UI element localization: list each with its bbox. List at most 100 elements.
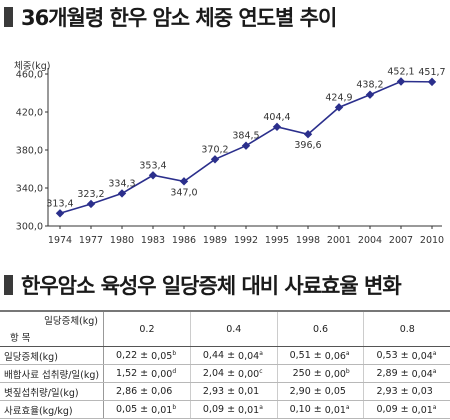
weight-line-chart: 300,0 340,0 380,0 420,0 460,0 1974 1977 1980 198… [16,67,446,246]
sd-value: 0,04 [238,350,260,362]
feed-efficiency-table: 일당증체(kg) 항 목 0.2 0.4 0.6 0.8 일당증체(kg) 0,22 ±0,05… [0,310,450,419]
cell-pm: ± [398,400,411,419]
cell-mean: 1,52 [103,364,139,383]
column-header: 0.4 [189,310,278,347]
cell-sd: 0,01b [150,400,191,419]
data-point [86,199,96,209]
section-marker [4,275,13,295]
x-tick-label: 1989 [203,235,227,246]
y-tick-label: 340,0 [16,184,43,195]
cell-mean: 0,22 [103,346,139,365]
y-tick-label: 460,0 [16,70,43,81]
sd-value: 0,00 [324,368,346,380]
row-label: 볏짚섭취량/일(kg) [0,382,104,401]
cell-mean: 2,86 [103,382,139,401]
cell-sd: 0,01a [237,400,278,419]
sd-value: 0,01 [238,404,260,416]
y-axis-label: 체중(kg) [14,61,51,72]
sd-value: 0,06 [151,386,173,397]
header-adg-label: 일당증체(kg) [44,316,98,327]
table-row: 사료효율(kg/kg) 0,05 ±0,01b 0,09 ±0,01a 0,10 ±0,01… [0,400,450,419]
x-tick-label: 2004 [358,235,382,246]
section-title-feed: 한우암소 육성우 일당증체 대비 사료효율 변화 [4,268,402,302]
cell-sd: 0,01a [410,400,450,419]
section-title-weight: 36개월령 한우 암소 체중 연도별 추이 [4,0,337,34]
x-tick-label: 1995 [265,235,289,246]
cell-mean: 2,04 [189,364,226,383]
cell-pm: ± [138,346,151,365]
data-point [241,141,251,150]
sd-value: 0,01 [151,404,173,416]
cell-sd: 0,01 [237,382,278,401]
data-point [396,77,406,86]
cell-pm: ± [311,346,324,365]
sd-value: 0,01 [411,404,433,416]
cell-mean: 0,53 [363,346,399,365]
data-point [117,189,127,198]
data-label: 452,1 [387,67,414,78]
table-row: 일당증체(kg) 0,22 ±0,05b 0,44 ±0,04a 0,51 ±0,06a 0,… [0,346,450,365]
header-item-label: 항 목 [10,333,31,344]
cell-sd: 0,06 [150,382,191,401]
cell-sd: 0,05b [150,346,191,365]
row-label: 배합사료 섭취량/일(kg) [0,364,104,383]
data-point [365,90,375,99]
data-label: 353,4 [139,160,166,171]
data-point [334,103,344,112]
column-header: 0.2 [103,310,191,347]
cell-pm: ± [138,382,151,401]
data-label: 370,2 [201,144,228,155]
section-marker [4,7,13,27]
sd-value: 0,05 [151,350,173,362]
cell-mean: 0,05 [103,400,139,419]
data-point [303,130,313,139]
data-label: 404,4 [263,112,290,123]
cell-pm: ± [225,400,238,419]
cell-sd: 0,04a [410,346,450,365]
cell-pm: ± [225,364,238,383]
cell-pm: ± [225,382,238,401]
sd-value: 0,01 [324,404,346,416]
significance-letter: c [259,367,263,375]
cell-sd: 0,01a [323,400,364,419]
sd-value: 0,00 [238,368,260,380]
data-label: 424,9 [325,92,352,103]
cell-sd: 0,06a [323,346,364,365]
data-point [55,209,65,218]
significance-letter: a [259,349,263,357]
data-label: 323,2 [77,189,104,200]
cell-sd: 0,00b [323,364,364,383]
data-point [148,171,158,180]
data-label: 384,5 [232,131,259,142]
x-tick-label: 1974 [48,235,72,246]
significance-letter: b [172,349,177,357]
x-tick-label: 2007 [389,235,413,246]
cell-mean: 0,44 [189,346,226,365]
cell-pm: ± [311,400,324,419]
significance-letter: b [345,367,350,375]
x-tick-label: 1983 [141,235,165,246]
x-tick-label: 1992 [234,235,258,246]
data-point [272,122,282,132]
x-tick-label: 1980 [110,235,134,246]
cell-sd: 0,00c [237,364,278,383]
data-label: 347,0 [170,187,197,198]
data-label: 313,4 [46,198,73,209]
row-label: 일당증체(kg) [0,346,104,365]
cell-mean: 250 [276,364,312,383]
x-tick-label: 1977 [79,235,103,246]
cell-sd: 0,00d [150,364,191,383]
y-tick-label: 380,0 [16,146,43,157]
data-point [427,77,437,87]
section-title-text: 한우암소 육성우 일당증체 대비 사료효율 변화 [21,274,402,298]
sd-value: 0,03 [411,386,433,397]
significance-letter: a [259,403,263,411]
section-title-text: 36개월령 한우 암소 체중 연도별 추이 [21,6,337,30]
cell-mean: 0,09 [189,400,226,419]
data-point [179,177,189,186]
cell-mean: 2,93 [363,382,399,401]
x-tick-label: 1998 [296,235,320,246]
cell-pm: ± [311,364,324,383]
cell-sd: 0,05 [323,382,364,401]
data-label: 334,3 [108,178,135,189]
